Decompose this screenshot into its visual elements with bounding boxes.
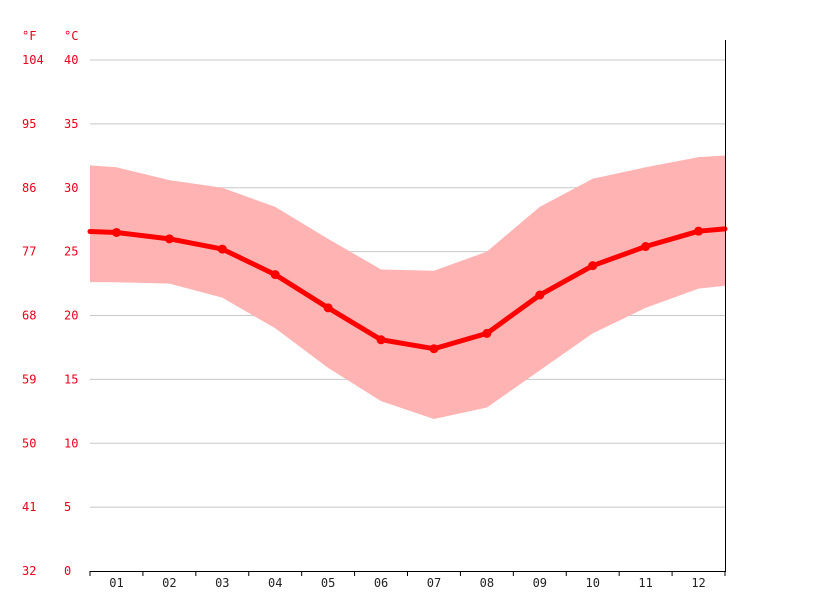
y-tick-label-fahrenheit: 68 bbox=[22, 309, 36, 323]
y-tick-label-celsius: 20 bbox=[64, 309, 78, 323]
x-tick-label: 02 bbox=[162, 576, 176, 590]
average-temperature-point bbox=[641, 242, 651, 252]
y-tick-label-fahrenheit: 86 bbox=[22, 181, 36, 195]
y-tick-label-fahrenheit: 59 bbox=[22, 372, 36, 386]
average-temperature-point bbox=[270, 270, 280, 280]
x-tick-label: 04 bbox=[268, 576, 282, 590]
y-tick-label-celsius: 10 bbox=[64, 436, 78, 450]
unit-label-fahrenheit: °F bbox=[22, 29, 36, 43]
x-tick-label: 11 bbox=[638, 576, 652, 590]
y-tick-label-fahrenheit: 50 bbox=[22, 436, 36, 450]
average-temperature-point bbox=[694, 226, 704, 236]
temperature-range-band bbox=[90, 155, 725, 419]
y-tick-label-celsius: 15 bbox=[64, 372, 78, 386]
x-tick-label: 03 bbox=[215, 576, 229, 590]
tick-labels: °F °C 32 0 41 5 50 10 59 15 68 20 77 25 86 30 95 35 104 4… bbox=[22, 29, 706, 590]
y-tick-label-fahrenheit: 41 bbox=[22, 500, 36, 514]
x-tick-label: 08 bbox=[480, 576, 494, 590]
average-temperature-point bbox=[164, 234, 174, 244]
x-tick-label: 10 bbox=[585, 576, 599, 590]
y-tick-label-celsius: 30 bbox=[64, 181, 78, 195]
y-tick-label-celsius: 5 bbox=[64, 500, 71, 514]
axes bbox=[89, 40, 726, 576]
average-temperature-point bbox=[429, 344, 439, 354]
y-tick-label-celsius: 40 bbox=[64, 53, 78, 67]
average-temperature-point bbox=[376, 335, 386, 345]
average-temperature-point bbox=[323, 303, 333, 313]
y-tick-label-fahrenheit: 32 bbox=[22, 564, 36, 578]
average-temperature-line bbox=[87, 226, 728, 352]
y-tick-label-celsius: 0 bbox=[64, 564, 71, 578]
x-tick-label: 07 bbox=[427, 576, 441, 590]
y-tick-label-fahrenheit: 95 bbox=[22, 117, 36, 131]
x-tick-label: 12 bbox=[691, 576, 705, 590]
average-line-layer bbox=[87, 226, 728, 354]
average-temperature-point bbox=[482, 328, 492, 338]
average-temperature-point bbox=[111, 227, 121, 237]
average-temperature-point bbox=[217, 244, 227, 254]
y-tick-label-celsius: 35 bbox=[64, 117, 78, 131]
average-temperature-point bbox=[588, 261, 598, 271]
y-tick-label-fahrenheit: 104 bbox=[22, 53, 44, 67]
unit-label-celsius: °C bbox=[64, 29, 78, 43]
x-tick-label: 06 bbox=[374, 576, 388, 590]
x-tick-label: 01 bbox=[109, 576, 123, 590]
x-tick-label: 05 bbox=[321, 576, 335, 590]
average-temperature-point bbox=[535, 290, 545, 300]
x-tick-label: 09 bbox=[533, 576, 547, 590]
y-tick-label-fahrenheit: 77 bbox=[22, 245, 36, 259]
y-tick-label-celsius: 25 bbox=[64, 245, 78, 259]
